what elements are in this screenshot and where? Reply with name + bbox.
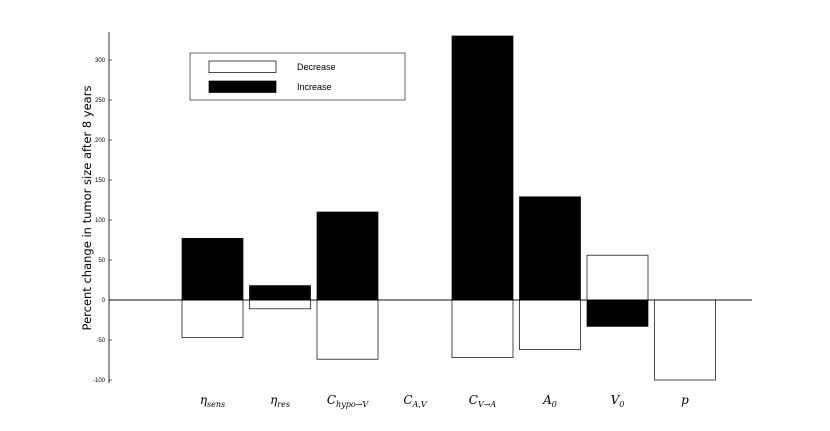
- y-axis-label: Percent change in tumor size after 8 yea…: [80, 86, 94, 331]
- category-label: CV→A: [469, 393, 497, 409]
- increase-bar: [586, 299, 649, 327]
- increase-bar: [181, 238, 244, 301]
- increase-bar: [451, 35, 514, 301]
- y-tick-label: 100: [95, 218, 106, 224]
- decrease-bar: [181, 299, 244, 338]
- legend-swatch-increase: [208, 80, 277, 93]
- legend-box: [189, 52, 406, 101]
- increase-bar: [249, 285, 311, 301]
- category-label: ηsens: [200, 393, 225, 409]
- legend-label-decrease: Decrease: [297, 62, 336, 72]
- category-label: CA,V: [403, 393, 428, 409]
- y-tick-label: -100: [93, 378, 106, 384]
- y-tick-label: 0: [102, 298, 106, 304]
- category-labels: ηsens ηres Chypo→V CA,V CV→A A0 V0 p: [200, 393, 689, 409]
- decrease-bar: [519, 299, 581, 350]
- category-label: ηres: [270, 393, 290, 409]
- y-tick-label: 150: [95, 178, 106, 184]
- category-label: A0: [542, 393, 557, 409]
- increase-bar: [316, 211, 379, 301]
- decrease-bar: [316, 299, 379, 360]
- bars: [109, 35, 752, 381]
- increase-bar: [519, 196, 581, 301]
- category-label: p: [681, 393, 689, 407]
- y-tick-label: 200: [95, 138, 106, 144]
- y-tick-label: 250: [95, 98, 106, 104]
- y-tick-label: -50: [96, 338, 105, 344]
- decrease-bar: [654, 299, 716, 381]
- category-label: V0: [611, 393, 625, 409]
- y-tick-label: 300: [95, 58, 106, 64]
- decrease-bar: [249, 299, 311, 310]
- category-label: Chypo→V: [327, 393, 370, 409]
- legend: Decrease Increase: [189, 52, 406, 101]
- decrease-bar: [586, 254, 649, 301]
- legend-label-increase: Increase: [297, 82, 332, 92]
- decrease-bar: [451, 299, 514, 358]
- legend-swatch-decrease: [208, 60, 277, 73]
- y-tick-label: 50: [98, 258, 105, 264]
